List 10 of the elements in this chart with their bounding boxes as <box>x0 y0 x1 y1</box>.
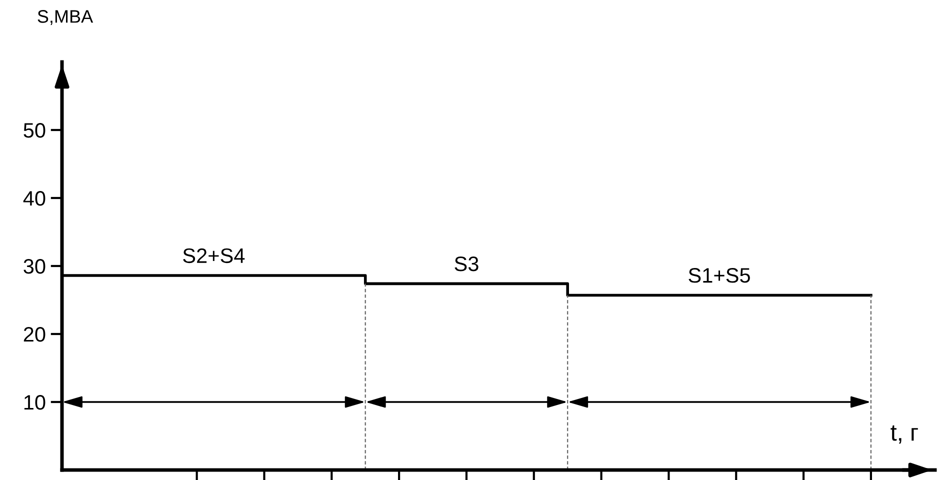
y-axis-title: S,MBA <box>38 10 94 25</box>
y-tick-label: 50 <box>24 123 46 138</box>
annotation: S2+S4 <box>183 248 245 264</box>
y-tick-label: 10 <box>24 395 46 410</box>
y-tick-label: 20 <box>24 327 46 342</box>
y-tick-label: 40 <box>23 191 46 206</box>
x-axis-title: t, г <box>890 425 918 444</box>
y-tick-label: 30 <box>24 259 46 274</box>
annotation: S3 <box>454 256 478 272</box>
annotation: S1+S5 <box>688 268 750 283</box>
